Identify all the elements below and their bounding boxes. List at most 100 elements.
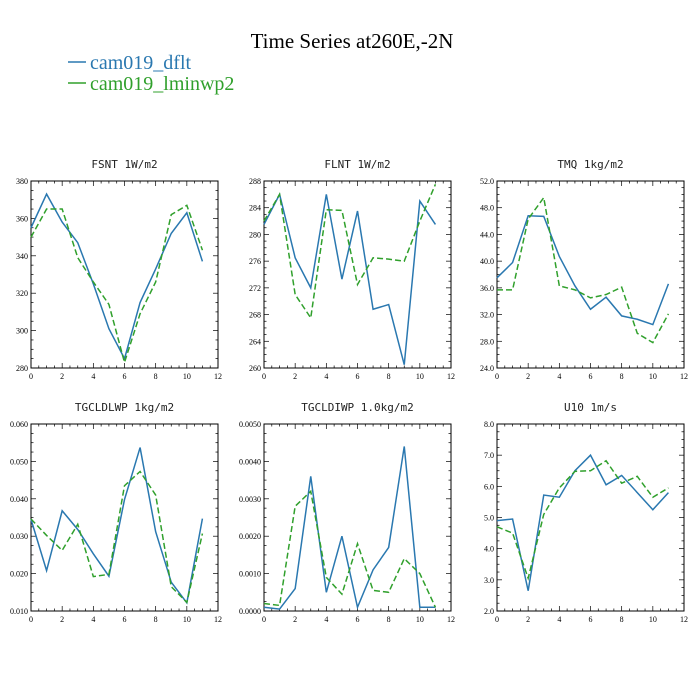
legend-label-cam019-lminwp2: cam019_lminwp2 <box>90 73 234 95</box>
x-tick-label: 2 <box>293 372 297 381</box>
panel-tmq: TMQ 1kg/m2 24.0 28.0 32.0 36.0 40.0 44.0 48.0 52… <box>480 158 688 381</box>
plot-frame <box>496 180 685 369</box>
panel-title: FSNT 1W/m2 <box>91 158 157 171</box>
y-tick-label: 7.0 <box>484 451 494 460</box>
y-tick-label: 24.0 <box>480 364 494 373</box>
legend: cam019_dflt cam019_lminwp2 <box>68 52 234 95</box>
x-tick-label: 4 <box>324 615 328 624</box>
panel-title: TGCLDIWP 1.0kg/m2 <box>301 401 414 414</box>
panel-tgcldiwp: TGCLDIWP 1.0kg/m2 0.0000 0.0010 0.0020 0.003… <box>239 401 455 624</box>
y-tick-label: 0.0050 <box>239 420 261 429</box>
y-tick-label: 4.0 <box>484 545 494 554</box>
y-tick-label: 32.0 <box>480 311 494 320</box>
x-tick-label: 10 <box>649 372 657 381</box>
y-tick-label: 28.0 <box>480 337 494 346</box>
x-tick-label: 8 <box>154 615 158 624</box>
legend-entry: cam019_lminwp2 <box>68 73 234 95</box>
y-tick-label: 0.0000 <box>239 607 261 616</box>
x-tick-label: 10 <box>416 372 424 381</box>
panel-title: U10 1m/s <box>564 401 617 414</box>
x-tick-label: 12 <box>214 372 222 381</box>
y-tick-label: 264 <box>249 337 261 346</box>
series-line-cam019-lminwp2 <box>263 489 437 608</box>
x-tick-label: 0 <box>495 372 499 381</box>
x-tick-label: 8 <box>387 615 391 624</box>
panel-flnt: FLNT 1W/m2 260 264 268 272 276 280 284 288 0 2 4 6 8 1… <box>249 158 455 381</box>
series-line-cam019-dflt <box>30 192 204 361</box>
y-tick-label: 44.0 <box>480 230 494 239</box>
y-tick-label: 0.060 <box>10 420 28 429</box>
y-tick-label: 340 <box>16 252 28 261</box>
y-tick-label: 36.0 <box>480 284 494 293</box>
y-tick-label: 0.0010 <box>239 570 261 579</box>
y-tick-label: 52.0 <box>480 177 494 186</box>
series-line-cam019-lminwp2 <box>30 204 204 366</box>
plot-frame <box>263 423 452 612</box>
x-tick-label: 2 <box>293 615 297 624</box>
x-tick-label: 4 <box>91 372 95 381</box>
x-tick-label: 12 <box>447 372 455 381</box>
x-tick-label: 6 <box>123 372 127 381</box>
x-tick-label: 4 <box>557 372 561 381</box>
x-tick-label: 8 <box>154 372 158 381</box>
x-tick-label: 0 <box>262 615 266 624</box>
x-tick-label: 6 <box>356 372 360 381</box>
y-tick-label: 280 <box>16 364 28 373</box>
x-tick-label: 6 <box>123 615 127 624</box>
figure-title: Time Series at260E,-2N <box>251 29 454 53</box>
x-tick-label: 10 <box>183 372 191 381</box>
series-line-cam019-lminwp2 <box>30 470 204 604</box>
y-tick-label: 268 <box>249 311 261 320</box>
series-line-cam019-dflt <box>263 192 437 365</box>
x-tick-label: 8 <box>620 615 624 624</box>
panel-fsnt: FSNT 1W/m2 280 300 320 340 360 380 0 2 4 6 8 10 12 <box>16 158 222 381</box>
x-tick-label: 0 <box>262 372 266 381</box>
y-tick-label: 276 <box>249 257 261 266</box>
y-tick-label: 0.0040 <box>239 457 261 466</box>
y-tick-label: 0.050 <box>10 457 28 466</box>
panel-u10: U10 1m/s 2.0 3.0 4.0 5.0 6.0 7.0 8.0 0 2 4 6 8 10 12 <box>484 401 688 624</box>
y-tick-label: 288 <box>249 177 261 186</box>
plot-frame <box>496 423 685 612</box>
legend-label-cam019-dflt: cam019_dflt <box>90 52 192 74</box>
y-tick-label: 5.0 <box>484 514 494 523</box>
y-tick-label: 272 <box>249 284 261 293</box>
y-tick-label: 6.0 <box>484 482 494 491</box>
y-tick-label: 300 <box>16 327 28 336</box>
panel-title: TGCLDLWP 1kg/m2 <box>75 401 174 414</box>
x-tick-label: 6 <box>589 615 593 624</box>
x-tick-label: 2 <box>60 615 64 624</box>
x-tick-label: 12 <box>680 372 688 381</box>
x-tick-label: 12 <box>214 615 222 624</box>
x-tick-label: 4 <box>91 615 95 624</box>
x-tick-label: 2 <box>526 615 530 624</box>
x-tick-label: 8 <box>387 372 391 381</box>
series-line-cam019-dflt <box>496 214 670 326</box>
y-tick-label: 0.030 <box>10 532 28 541</box>
x-tick-label: 12 <box>680 615 688 624</box>
y-tick-label: 2.0 <box>484 607 494 616</box>
series-line-cam019-lminwp2 <box>496 459 669 581</box>
x-tick-label: 12 <box>447 615 455 624</box>
y-tick-label: 0.010 <box>10 607 28 616</box>
x-tick-label: 4 <box>324 372 328 381</box>
series-line-cam019-lminwp2 <box>263 184 437 320</box>
x-tick-label: 10 <box>649 615 657 624</box>
x-tick-label: 10 <box>183 615 191 624</box>
x-tick-label: 0 <box>29 372 33 381</box>
y-tick-label: 40.0 <box>480 257 494 266</box>
y-tick-label: 0.0030 <box>239 495 261 504</box>
y-tick-label: 360 <box>16 214 28 223</box>
x-tick-label: 0 <box>495 615 499 624</box>
y-tick-label: 0.0020 <box>239 532 261 541</box>
panel-tgcldlwp: TGCLDLWP 1kg/m2 0.010 0.020 0.030 0.040 0.050… <box>10 401 222 624</box>
x-tick-label: 8 <box>620 372 624 381</box>
y-tick-label: 284 <box>249 204 261 213</box>
y-tick-label: 48.0 <box>480 204 494 213</box>
plot-frame <box>30 180 219 369</box>
y-tick-label: 0.020 <box>10 570 28 579</box>
x-tick-label: 6 <box>356 615 360 624</box>
y-tick-label: 280 <box>249 230 261 239</box>
x-tick-label: 0 <box>29 615 33 624</box>
